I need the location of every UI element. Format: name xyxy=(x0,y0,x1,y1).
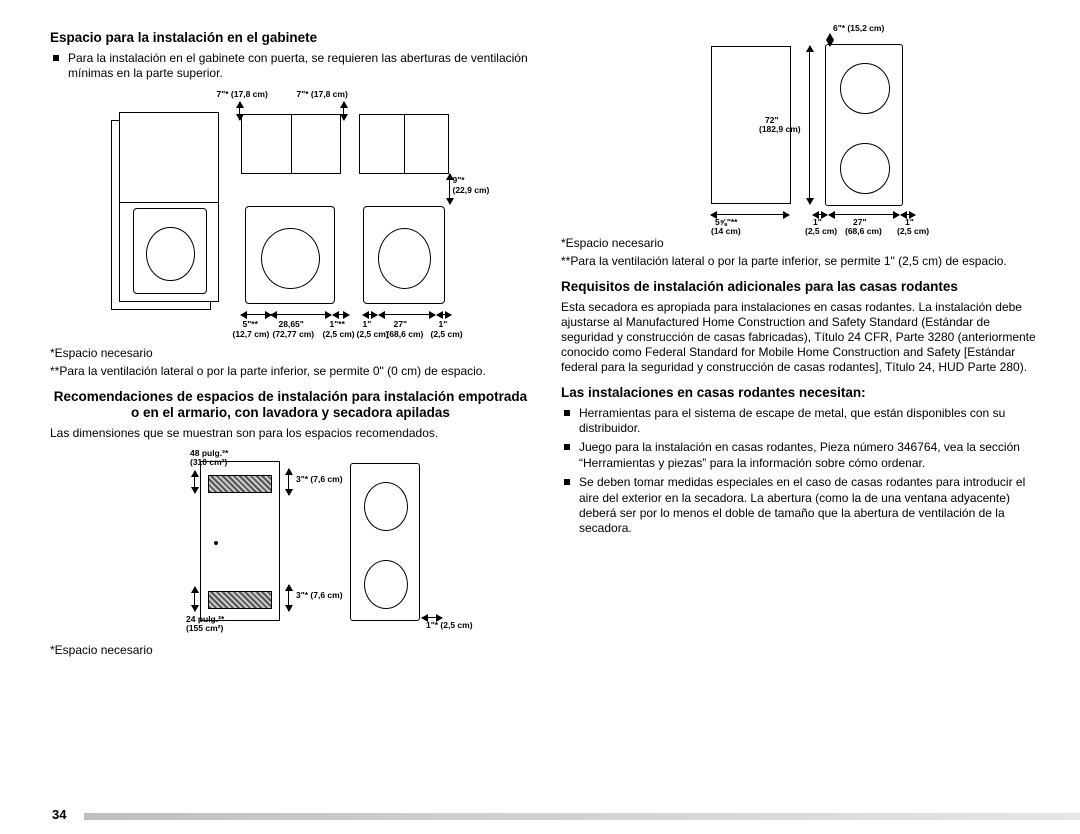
page-footer: 34 xyxy=(0,800,1080,822)
label-310cm2: (310 cm²) xyxy=(190,458,227,467)
label-155cm2: (155 cm²) xyxy=(186,624,223,633)
label-686cm: (68,6 cm) xyxy=(845,227,882,236)
label-1a-cm: (2,5 cm) xyxy=(323,330,355,339)
label-1c-cm: (2,5 cm) xyxy=(431,330,463,339)
heading-recommendations: Recomendaciones de espacios de instalaci… xyxy=(50,389,531,423)
label-3in-top: 3"* (7,6 cm) xyxy=(296,475,343,484)
label-1in-a: 1"** xyxy=(330,320,345,329)
label-5in-cm: (12,7 cm) xyxy=(233,330,270,339)
label-1in-c: 1" xyxy=(439,320,448,329)
label-1in-25: 1"* (2,5 cm) xyxy=(426,621,473,630)
bullet-install-kit: Juego para la instalación en casas rodan… xyxy=(561,440,1042,471)
left-column: Espacio para la instalación en el gabine… xyxy=(50,30,531,658)
label-6in: 6"* (15,2 cm) xyxy=(833,24,884,33)
label-7in-a: 7"* (17,8 cm) xyxy=(217,90,268,99)
page-number: 34 xyxy=(52,807,66,822)
label-2865: 28,65" xyxy=(279,320,304,329)
label-9in-cm: (22,9 cm) xyxy=(453,186,490,195)
label-1in-b: 1" xyxy=(363,320,372,329)
label-72in-cm: (182,9 cm) xyxy=(759,125,801,134)
bullet-cabinet-door: Para la instalación en el gabinete con p… xyxy=(50,51,531,82)
diagram-recessed-stacked: 6"* (15,2 cm) 72" (182,9 cm) 5⅝"** (14 c… xyxy=(701,30,971,230)
heading-cabinet-space: Espacio para la instalación en el gabine… xyxy=(50,30,531,47)
note-required-space-r: *Espacio necesario xyxy=(561,236,1042,251)
note-vent-1in: **Para la ventilación lateral o por la p… xyxy=(561,254,1042,269)
para-dimensions-shown: Las dimensiones que se muestran son para… xyxy=(50,426,531,441)
bullet-metal-exhaust: Herramientas para el sistema de escape d… xyxy=(561,406,1042,437)
label-25cm-r2: (2,5 cm) xyxy=(897,227,929,236)
label-27in: 27" xyxy=(394,320,408,329)
label-2865-cm: (72,77 cm) xyxy=(273,330,315,339)
label-5in: 5"** xyxy=(243,320,258,329)
note-vent-0: **Para la ventilación lateral o por la p… xyxy=(50,364,531,379)
diagram-stacked-door: 48 pulg.²* (310 cm²) 24 pulg.²* (155 cm²… xyxy=(170,449,450,639)
diagram-cabinet-triples: 7"* (17,8 cm) 7"* (17,8 cm) 9"* (22,9 cm… xyxy=(111,90,471,340)
note-required-space-2: *Espacio necesario xyxy=(50,643,531,658)
label-25cm-r1: (2,5 cm) xyxy=(805,227,837,236)
note-required-space-1: *Espacio necesario xyxy=(50,346,531,361)
label-14cm: (14 cm) xyxy=(711,227,741,236)
label-3in-bot: 3"* (7,6 cm) xyxy=(296,591,343,600)
footer-bar xyxy=(84,813,1080,820)
right-column: 6"* (15,2 cm) 72" (182,9 cm) 5⅝"** (14 c… xyxy=(561,30,1042,658)
label-9in: 9"* xyxy=(453,176,465,185)
label-1b-cm: (2,5 cm) xyxy=(357,330,389,339)
heading-mobile-home-reqs: Requisitos de instalación adicionales pa… xyxy=(561,279,1042,296)
bullet-list-cabinet: Para la instalación en el gabinete con p… xyxy=(50,51,531,82)
label-7in-b: 7"* (17,8 cm) xyxy=(297,90,348,99)
heading-mobile-home-need: Las instalaciones en casas rodantes nece… xyxy=(561,385,1042,402)
para-mobile-home: Esta secadora es apropiada para instalac… xyxy=(561,300,1042,375)
bullet-list-mobile: Herramientas para el sistema de escape d… xyxy=(561,406,1042,537)
label-27-cm: (68,6 cm) xyxy=(387,330,424,339)
bullet-air-intake: Se deben tomar medidas especiales en el … xyxy=(561,475,1042,536)
